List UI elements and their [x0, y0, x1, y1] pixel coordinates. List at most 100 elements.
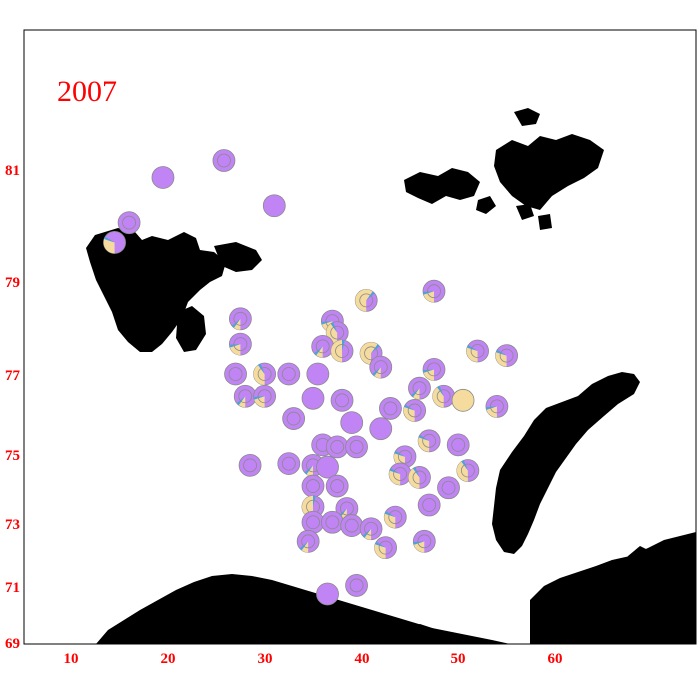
marker-accent-wedge [330, 322, 338, 333]
nordaustlandet-land [214, 242, 262, 272]
station-marker [262, 194, 286, 218]
marker-inner-ring [417, 534, 432, 549]
marker-accent-wedge [437, 386, 444, 397]
marker-inner-ring [441, 480, 456, 495]
station-marker [238, 453, 262, 477]
marker-accent-wedge [485, 406, 497, 410]
marker-inner-ring [393, 467, 408, 481]
y-tick-label-73: 73 [5, 517, 20, 533]
marker-inner-ring [339, 501, 354, 516]
station-marker [117, 211, 141, 235]
station-marker [456, 459, 480, 482]
marker-inner-ring [325, 515, 340, 530]
station-marker [277, 452, 301, 476]
marker-inner-ring [373, 360, 388, 375]
marker-inner-ring [257, 389, 272, 404]
station-marker [379, 397, 402, 420]
marker-inner-ring [499, 348, 514, 363]
marker-wedge [360, 342, 378, 365]
marker-inner-ring [359, 293, 374, 308]
marker-inner-ring [364, 521, 378, 536]
marker-inner-ring [281, 456, 296, 471]
marker-accent-wedge [413, 467, 420, 478]
x-tick-label-50: 50 [451, 651, 466, 667]
x-tick-label-60: 60 [548, 651, 563, 667]
marker-accent-wedge [496, 349, 507, 356]
station-marker [320, 510, 344, 534]
marker-inner-ring [364, 346, 378, 361]
station-marker [417, 493, 441, 517]
marker-inner-ring [388, 510, 403, 524]
land-masses [86, 108, 696, 644]
franz-josef-land-east [494, 134, 604, 210]
marker-inner-ring [427, 362, 441, 377]
station-marker [437, 476, 460, 500]
x-axis: 10 20 30 40 50 60 [64, 651, 563, 667]
marker-inner-ring [490, 399, 504, 414]
marker-inner-ring [427, 284, 441, 299]
yamal-coast [614, 546, 660, 612]
marker-accent-wedge [423, 369, 434, 373]
y-tick-label-77: 77 [5, 368, 21, 384]
marker-inner-ring [383, 401, 398, 416]
station-marker [388, 462, 412, 486]
marker-inner-ring [330, 325, 345, 340]
station-marker [212, 149, 236, 172]
marker-inner-ring [306, 515, 320, 530]
marker-disc [301, 510, 325, 534]
station-marker [325, 474, 349, 498]
station-marker [325, 435, 349, 459]
marker-accent-wedge [394, 450, 405, 457]
station-marker [345, 574, 368, 597]
marker-disc [340, 514, 364, 537]
marker-disc [277, 452, 301, 476]
y-axis: 81 79 77 75 73 71 69 [5, 163, 21, 652]
marker-inner-ring [398, 449, 412, 464]
marker-inner-ring [330, 439, 345, 454]
marker-disc [340, 411, 364, 435]
station-marker [316, 455, 339, 479]
marker-inner-ring [349, 578, 364, 593]
marker-accent-wedge [461, 460, 468, 471]
marker-inner-ring [122, 215, 136, 230]
station-marker [228, 307, 252, 331]
station-marker [316, 582, 339, 606]
station-marker [485, 394, 509, 418]
marker-disc [417, 493, 441, 517]
marker-disc [325, 435, 349, 459]
y-tick-label-69: 69 [5, 636, 20, 652]
station-marker [301, 510, 325, 534]
marker-accent-wedge [313, 495, 316, 507]
marker-disc [451, 388, 475, 412]
station-marker [282, 407, 306, 430]
marker-disc [262, 194, 286, 218]
marker-disc [316, 455, 339, 479]
y-tick-label-81: 81 [5, 163, 20, 179]
marker-disc [117, 211, 141, 235]
station-marker [393, 445, 417, 469]
marker-inner-ring [233, 311, 248, 326]
marker-disc [282, 407, 306, 430]
mainland-south [96, 574, 510, 644]
franz-josef-land-islet-4 [538, 214, 552, 230]
franz-josef-land-islet-3 [516, 204, 534, 220]
marker-inner-ring [412, 381, 427, 396]
station-marker [253, 384, 277, 408]
marker-accent-wedge [375, 541, 386, 548]
marker-disc [379, 397, 402, 420]
marker-disc [224, 362, 247, 386]
station-marker [422, 279, 446, 303]
station-markers [103, 149, 519, 606]
station-marker [412, 529, 436, 553]
station-marker [369, 417, 393, 441]
marker-inner-ring [378, 540, 393, 555]
marker-disc [277, 362, 301, 386]
svalbard-east-island [176, 306, 206, 352]
marker-wedge [423, 369, 434, 381]
marker-inner-ring [228, 367, 243, 381]
station-marker [408, 466, 431, 489]
marker-inner-ring [349, 439, 364, 454]
marker-disc [345, 574, 368, 597]
marker-accent-wedge [404, 404, 415, 411]
marker-inner-ring [286, 411, 301, 426]
